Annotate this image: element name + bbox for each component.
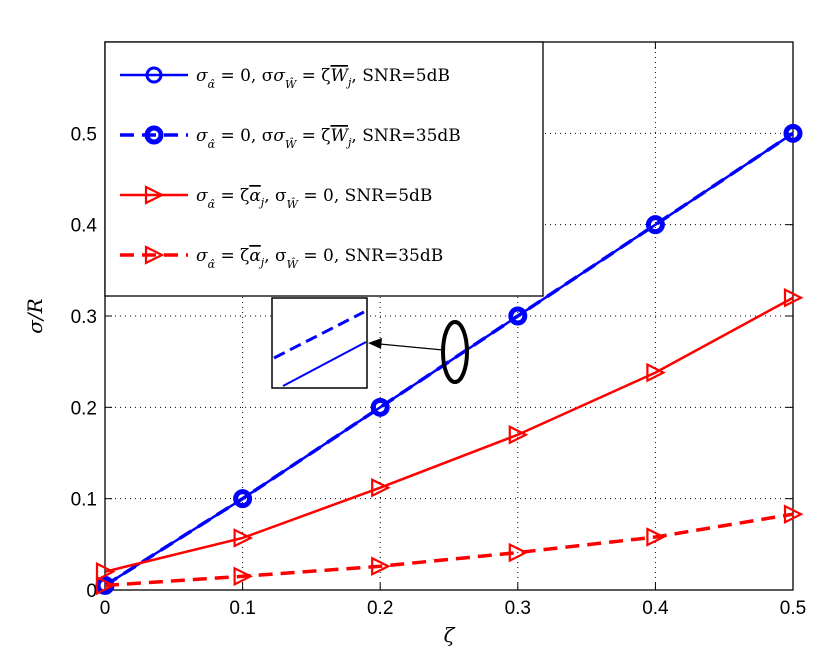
- series-1-point-5: [783, 123, 803, 143]
- series-3: [95, 504, 804, 596]
- x-tick-label-3: 0.3: [505, 598, 531, 619]
- legend-label-3: σα̂ = ζαj, σŴ = 0, SNR=35dB: [196, 246, 443, 271]
- series-1-point-1: [233, 489, 253, 509]
- y-tick-label-5: 0.5: [71, 124, 97, 145]
- y-axis-label: σ/R: [23, 298, 47, 333]
- series-line-3: [104, 512, 794, 588]
- series-2: [95, 287, 804, 582]
- zoom-inset: [271, 297, 469, 389]
- zoom-arrowhead: [368, 338, 382, 349]
- legend-marker-1: [144, 125, 164, 145]
- legend-sample-0: [120, 66, 188, 84]
- series-group: [95, 123, 804, 596]
- series-1-point-4: [645, 215, 665, 235]
- legend-sample-3: [120, 245, 188, 265]
- x-tick-label-5: 0.5: [780, 598, 806, 619]
- series-2-point-2: [371, 477, 391, 498]
- series-1: [95, 123, 803, 595]
- series-line-1: [104, 131, 794, 587]
- legend-marker-0: [145, 66, 163, 84]
- inset-solid-line: [282, 341, 367, 387]
- series-3-point-1: [233, 566, 254, 587]
- series-2-point-0: [95, 561, 116, 582]
- series-2-point-3: [508, 424, 529, 445]
- x-tick-label-4: 0.4: [642, 598, 669, 619]
- series-1-point-3: [508, 306, 528, 326]
- y-tick-label-1: 0.1: [71, 490, 97, 511]
- legend-sample-1: [120, 125, 188, 145]
- series-1-point-2: [370, 397, 390, 417]
- zoom-arrow: [379, 343, 444, 351]
- series-3-point-4: [646, 527, 666, 547]
- zoom-ellipse: [441, 320, 469, 384]
- y-tick-label-4: 0.4: [71, 216, 98, 237]
- series-3-point-0: [95, 575, 116, 596]
- series-2-point-5: [783, 287, 804, 308]
- series-2-point-4: [646, 362, 666, 383]
- x-tick-label-2: 0.2: [367, 598, 393, 619]
- series-line-2: [104, 296, 794, 573]
- legend-label-2: σα̂ = ζαj, σŴ = 0, SNR=5dB: [196, 186, 432, 211]
- series-3-point-5: [783, 504, 804, 524]
- series-3-point-3: [508, 542, 529, 563]
- x-axis-label: ζ: [444, 623, 456, 647]
- legend-label-0: σα̂ = 0, σσŴ = ζWj, SNR=5dB: [196, 66, 450, 91]
- inset-box: [271, 297, 368, 389]
- series-3-point-2: [371, 556, 391, 577]
- x-tick-label-0: 0: [100, 598, 111, 619]
- x-tick-label-1: 0.1: [229, 598, 255, 619]
- legend-sample-2: [120, 185, 188, 205]
- series-2-point-1: [233, 528, 254, 548]
- y-tick-label-2: 0.2: [71, 398, 97, 419]
- legend-label-1: σα̂ = 0, σσŴ = ζWj, SNR=35dB: [196, 126, 461, 151]
- y-tick-label-3: 0.3: [71, 307, 97, 328]
- axis-ticks: 0 0.1 0.2 0.3 0.4 0.5 0 0.1 0.2 0.3 0.4 0.5: [71, 42, 806, 619]
- y-tick-label-0: 0: [86, 581, 97, 602]
- legend-marker-3: [144, 245, 165, 265]
- legend-marker-2: [144, 185, 165, 205]
- legend: σα̂ = 0, σσŴ = ζWj, SNR=5dB σα̂ = 0, σσŴ …: [104, 41, 544, 297]
